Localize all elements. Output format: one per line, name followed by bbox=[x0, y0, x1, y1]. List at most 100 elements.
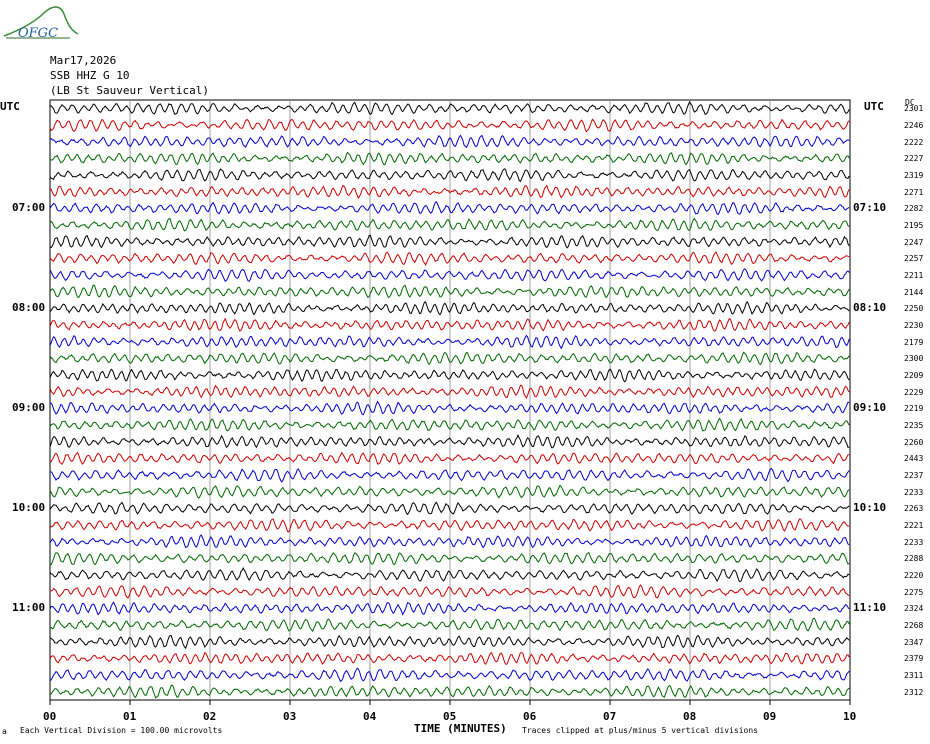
trace-dc-value: 2379 bbox=[904, 654, 924, 664]
station-name: (LB St Sauveur Vertical) bbox=[50, 84, 209, 97]
trace-line bbox=[49, 584, 850, 599]
trace-dc-value: 2347 bbox=[904, 637, 924, 647]
trace-line bbox=[49, 368, 850, 383]
x-tick-label: 01 bbox=[123, 710, 137, 723]
trace-line bbox=[49, 400, 850, 416]
trace-line bbox=[49, 518, 850, 533]
right-hour-label: 10:10 bbox=[853, 501, 887, 515]
trace-line bbox=[49, 100, 850, 116]
seismic-traces bbox=[49, 100, 850, 699]
trace-line bbox=[49, 484, 850, 499]
trace-dc-value: 2235 bbox=[904, 421, 924, 430]
trace-line bbox=[49, 201, 850, 215]
dc-label: DC bbox=[905, 98, 915, 107]
trace-dc-value: 2260 bbox=[904, 437, 924, 447]
x-tick-label: 04 bbox=[363, 710, 377, 723]
clip-note: Traces clipped at plus/minus 5 vertical … bbox=[522, 726, 759, 735]
right-hour-label: 11:10 bbox=[853, 601, 887, 615]
trace-line bbox=[49, 184, 850, 200]
trace-line bbox=[49, 235, 850, 249]
x-tick-label: 06 bbox=[523, 710, 537, 723]
trace-dc-value: 2300 bbox=[904, 354, 924, 364]
x-tick-label: 09 bbox=[763, 710, 777, 723]
trace-line bbox=[49, 433, 850, 449]
trace-line bbox=[49, 684, 850, 699]
trace-line bbox=[49, 118, 850, 133]
trace-line bbox=[49, 551, 850, 566]
trace-line bbox=[49, 134, 850, 149]
trace-dc-value: 2250 bbox=[904, 304, 924, 314]
trace-line bbox=[49, 467, 850, 483]
trace-dc-value: 2195 bbox=[904, 221, 924, 230]
left-hour-label: 10:00 bbox=[12, 501, 46, 515]
trace-line bbox=[49, 651, 850, 666]
trace-line bbox=[49, 300, 850, 316]
right-hour-label: 07:10 bbox=[853, 201, 887, 215]
trace-line bbox=[49, 168, 850, 183]
trace-line bbox=[49, 251, 850, 266]
trace-dc-value: 2219 bbox=[904, 404, 924, 414]
trace-line bbox=[49, 601, 850, 616]
trace-line bbox=[49, 617, 850, 633]
ofgc-logo bbox=[3, 6, 79, 39]
corner-mark: a bbox=[2, 727, 7, 736]
trace-dc-value: 2443 bbox=[904, 454, 924, 464]
trace-dc-value: 2301 bbox=[904, 104, 924, 114]
logo-swoosh bbox=[3, 6, 79, 37]
right-utc-label: UTC bbox=[864, 100, 884, 113]
trace-dc-value: 2237 bbox=[904, 471, 924, 480]
scale-note: Each Vertical Division = 100.00 microvol… bbox=[20, 726, 223, 735]
trace-dc-value: 2209 bbox=[904, 371, 924, 380]
logo-text: OFGC bbox=[18, 26, 59, 41]
trace-dc-value: 2288 bbox=[904, 554, 924, 564]
left-hour-label: 08:00 bbox=[12, 301, 46, 315]
trace-line bbox=[49, 384, 850, 399]
plot-date: Mar17,2026 bbox=[50, 54, 117, 67]
trace-line bbox=[49, 567, 850, 583]
trace-dc-value: 2247 bbox=[904, 237, 924, 247]
trace-dc-value: 2282 bbox=[904, 204, 924, 214]
trace-dc-value: 2179 bbox=[904, 337, 924, 347]
trace-dc-value: 2311 bbox=[904, 671, 924, 680]
trace-dc-value: 2227 bbox=[904, 154, 924, 164]
left-utc-label: UTC bbox=[0, 100, 20, 113]
trace-line bbox=[49, 667, 850, 683]
trace-dc-value: 2257 bbox=[904, 254, 924, 264]
trace-dc-value: 2221 bbox=[904, 521, 924, 530]
trace-dc-value: 2275 bbox=[904, 587, 924, 597]
trace-line bbox=[49, 634, 850, 650]
trace-line bbox=[49, 284, 850, 299]
trace-line bbox=[49, 501, 850, 516]
trace-dc-value: 2144 bbox=[904, 287, 924, 297]
trace-dc-value: 2271 bbox=[904, 187, 924, 197]
channel-name: SSB HHZ G 10 bbox=[50, 69, 130, 82]
trace-line bbox=[49, 534, 850, 549]
trace-dc-value: 2233 bbox=[904, 487, 924, 497]
left-hour-label: 11:00 bbox=[12, 601, 46, 615]
trace-line bbox=[49, 151, 850, 166]
trace-dc-value: 2233 bbox=[904, 537, 924, 547]
x-tick-label: 00 bbox=[43, 710, 57, 723]
trace-dc-value: 2319 bbox=[904, 171, 924, 180]
trace-dc-value: 2220 bbox=[904, 571, 924, 580]
x-tick-label: 03 bbox=[283, 710, 297, 723]
x-axis-label: TIME (MINUTES) bbox=[414, 722, 507, 735]
trace-line bbox=[49, 451, 850, 466]
x-tick-label: 08 bbox=[683, 710, 697, 723]
trace-line bbox=[49, 317, 850, 332]
x-tick-label: 05 bbox=[443, 710, 457, 723]
x-axis-ticks bbox=[49, 700, 851, 705]
trace-line bbox=[49, 268, 850, 282]
trace-dc-value: 2222 bbox=[904, 137, 924, 147]
trace-line bbox=[49, 417, 850, 432]
trace-line bbox=[49, 351, 850, 366]
trace-line bbox=[49, 334, 850, 350]
left-hour-label: 09:00 bbox=[12, 401, 46, 415]
trace-dc-value: 2229 bbox=[904, 387, 924, 397]
trace-dc-value: 2230 bbox=[904, 321, 924, 330]
x-tick-label: 10 bbox=[843, 710, 857, 723]
trace-dc-value: 2263 bbox=[904, 504, 924, 514]
right-hour-label: 08:10 bbox=[853, 301, 887, 315]
trace-dc-value: 2211 bbox=[904, 271, 924, 280]
